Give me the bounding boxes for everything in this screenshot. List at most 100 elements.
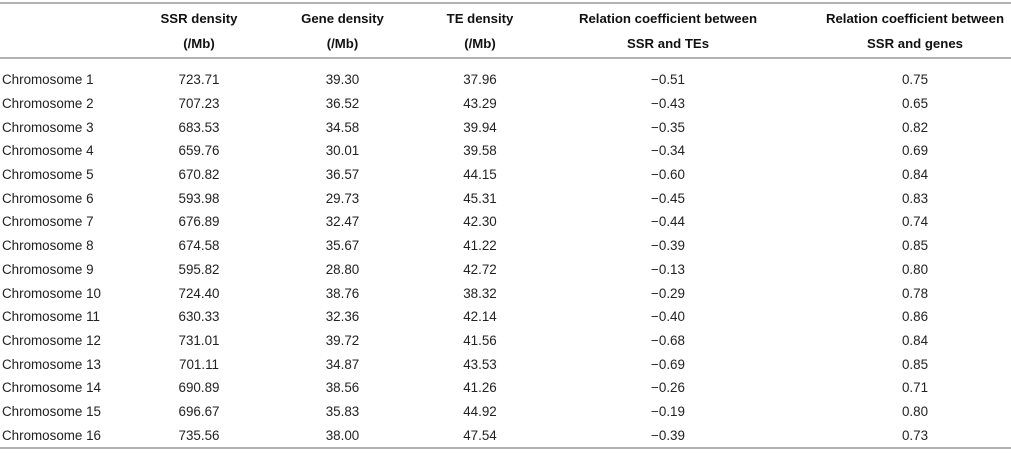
cell-gene-density: 38.56	[325, 380, 360, 396]
cell-te-density: 39.94	[463, 119, 497, 135]
column-header-relation-ssr-genes: Relation coefficient between SSR and gen…	[791, 3, 1011, 59]
column-header-ssr-density: SSR density (/Mb)	[128, 3, 270, 59]
cell-ssr-density: 659.76	[178, 143, 220, 159]
cell-te-density: 45.31	[463, 190, 497, 206]
column-header-line1: Relation coefficient between	[578, 10, 758, 26]
cell-relation-ssr-genes: 0.84	[901, 167, 929, 183]
row-label: Chromosome 8	[2, 238, 94, 254]
cell-gene-density: 29.73	[325, 190, 360, 206]
table-row: Chromosome 8 674.58 35.67 41.22 −0.39 0.85	[0, 234, 1011, 258]
cell-ssr-density: 701.11	[179, 356, 219, 372]
cell-gene-density: 35.83	[325, 403, 360, 419]
cell-relation-ssr-tes: −0.39	[651, 238, 685, 254]
cell-gene-density: 39.30	[325, 72, 360, 88]
column-header-te-density: TE density (/Mb)	[415, 3, 545, 59]
cell-gene-density: 35.67	[325, 238, 360, 254]
cell-relation-ssr-genes: 0.85	[901, 238, 929, 254]
cell-relation-ssr-tes: −0.35	[651, 119, 685, 135]
cell-ssr-density: 595.82	[178, 261, 220, 277]
cell-te-density: 44.92	[463, 403, 497, 419]
table-row: Chromosome 11 630.33 32.36 42.14 −0.40 0.86	[0, 305, 1011, 329]
cell-ssr-density: 696.67	[178, 403, 220, 419]
row-label: Chromosome 5	[2, 167, 94, 183]
row-label: Chromosome 3	[2, 119, 94, 135]
table-header: SSR density (/Mb) Gene density (/Mb) TE …	[0, 3, 1011, 59]
row-label: Chromosome 16	[2, 427, 101, 443]
cell-te-density: 41.26	[463, 380, 497, 396]
column-header-relation-ssr-tes: Relation coefficient between SSR and TEs	[545, 3, 791, 59]
cell-ssr-density: 676.89	[178, 214, 220, 230]
cell-relation-ssr-genes: 0.71	[901, 380, 929, 396]
table-row: Chromosome 5 670.82 36.57 44.15 −0.60 0.84	[0, 163, 1011, 187]
cell-relation-ssr-genes: 0.80	[901, 403, 929, 419]
cell-te-density: 37.96	[463, 72, 497, 88]
table-row: Chromosome 16 735.56 38.00 47.54 −0.39 0.73	[0, 423, 1011, 448]
column-header-line1: Relation coefficient between	[825, 10, 1005, 26]
cell-relation-ssr-genes: 0.82	[901, 119, 929, 135]
cell-relation-ssr-tes: −0.40	[651, 309, 685, 325]
column-header-line2: (/Mb)	[464, 35, 496, 51]
header-row: SSR density (/Mb) Gene density (/Mb) TE …	[0, 3, 1011, 59]
row-label: Chromosome 13	[2, 356, 101, 372]
cell-relation-ssr-tes: −0.13	[651, 261, 685, 277]
cell-relation-ssr-tes: −0.45	[651, 190, 685, 206]
row-label: Chromosome 6	[2, 190, 94, 206]
cell-gene-density: 38.76	[325, 285, 360, 301]
cell-te-density: 47.54	[463, 427, 497, 443]
cell-te-density: 43.53	[463, 356, 497, 372]
cell-relation-ssr-genes: 0.65	[901, 96, 929, 112]
cell-ssr-density: 683.53	[178, 119, 220, 135]
cell-ssr-density: 630.33	[178, 309, 220, 325]
column-header-line1: TE density	[446, 10, 514, 26]
cell-relation-ssr-tes: −0.29	[651, 285, 685, 301]
cell-te-density: 42.72	[463, 261, 497, 277]
cell-te-density: 42.14	[463, 309, 497, 325]
cell-ssr-density: 723.71	[178, 72, 220, 88]
column-header-row-label	[0, 3, 128, 59]
cell-gene-density: 34.58	[325, 119, 360, 135]
cell-relation-ssr-tes: −0.43	[651, 96, 685, 112]
column-header-line2: SSR and TEs	[626, 35, 710, 51]
table-row: Chromosome 3 683.53 34.58 39.94 −0.35 0.82	[0, 115, 1011, 139]
cell-relation-ssr-tes: −0.44	[651, 214, 685, 230]
column-header-line2: (/Mb)	[183, 35, 215, 51]
cell-relation-ssr-genes: 0.84	[901, 332, 929, 348]
cell-te-density: 44.15	[463, 167, 497, 183]
cell-relation-ssr-tes: −0.26	[651, 380, 685, 396]
cell-relation-ssr-genes: 0.83	[901, 190, 929, 206]
cell-te-density: 39.58	[463, 143, 497, 159]
cell-relation-ssr-tes: −0.19	[651, 403, 685, 419]
table-row: Chromosome 4 659.76 30.01 39.58 −0.34 0.69	[0, 139, 1011, 163]
table-row: Chromosome 13 701.11 34.87 43.53 −0.69 0.85	[0, 352, 1011, 376]
cell-te-density: 43.29	[463, 96, 497, 112]
cell-gene-density: 39.72	[325, 332, 360, 348]
cell-relation-ssr-tes: −0.69	[651, 356, 685, 372]
row-label: Chromosome 2	[2, 96, 94, 112]
cell-te-density: 38.32	[463, 285, 497, 301]
cell-relation-ssr-genes: 0.86	[901, 309, 929, 325]
cell-relation-ssr-genes: 0.78	[901, 285, 929, 301]
column-header-gene-density: Gene density (/Mb)	[270, 3, 415, 59]
cell-gene-density: 34.87	[325, 356, 360, 372]
column-header-line1: Gene density	[301, 10, 384, 26]
column-header-line2: (/Mb)	[326, 35, 359, 51]
row-label: Chromosome 7	[2, 214, 94, 230]
cell-gene-density: 32.47	[325, 214, 360, 230]
cell-relation-ssr-tes: −0.51	[651, 72, 685, 88]
table-body: Chromosome 1 723.71 39.30 37.96 −0.51 0.75 Chr…	[0, 58, 1011, 448]
column-header-line2: SSR and genes	[866, 35, 963, 51]
table-row: Chromosome 6 593.98 29.73 45.31 −0.45 0.83	[0, 186, 1011, 210]
cell-te-density: 42.30	[463, 214, 497, 230]
cell-ssr-density: 735.56	[178, 427, 220, 443]
cell-relation-ssr-genes: 0.85	[901, 356, 929, 372]
cell-gene-density: 28.80	[325, 261, 360, 277]
table-row: Chromosome 12 731.01 39.72 41.56 −0.68 0.84	[0, 329, 1011, 353]
row-label: Chromosome 1	[2, 72, 94, 88]
row-label: Chromosome 14	[2, 380, 101, 396]
row-label: Chromosome 10	[2, 285, 101, 301]
table-row: Chromosome 2 707.23 36.52 43.29 −0.43 0.65	[0, 92, 1011, 116]
cell-relation-ssr-genes: 0.69	[901, 143, 929, 159]
cell-ssr-density: 593.98	[178, 190, 220, 206]
cell-relation-ssr-tes: −0.60	[651, 167, 685, 183]
